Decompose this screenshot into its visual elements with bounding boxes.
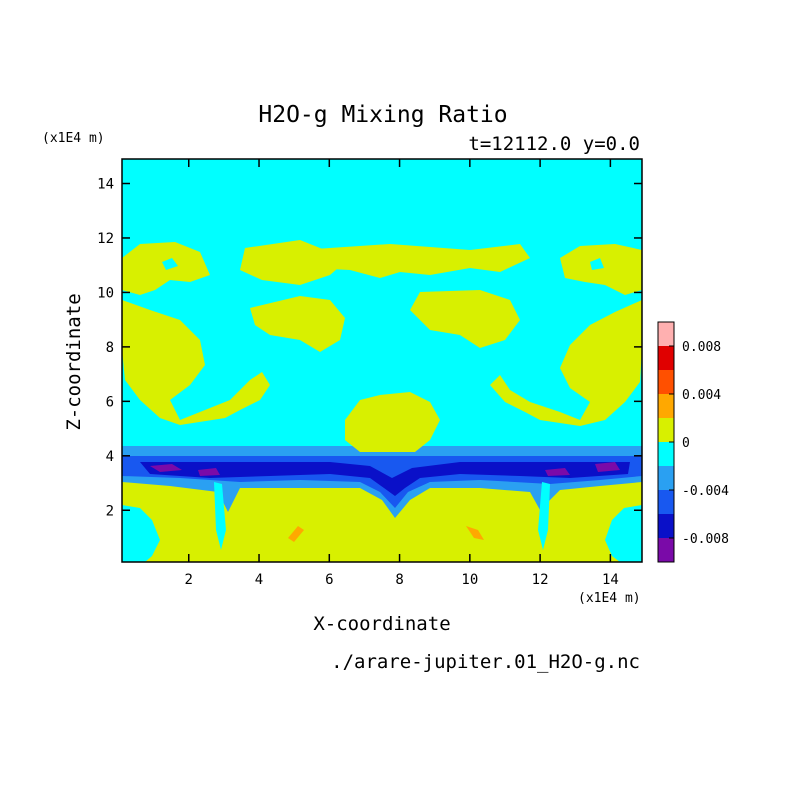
plot-frame	[121, 158, 643, 563]
colorbar-tick-label: -0.008	[682, 532, 729, 547]
colorbar: -0.008 -0.004 0 0.004 0.008	[657, 321, 729, 563]
y-tick-label: 4	[106, 449, 114, 465]
x-tick-label: 12	[532, 572, 549, 588]
x-tick-label: 2	[185, 572, 193, 588]
colorbar-segment	[658, 538, 674, 562]
y-tick-label: 6	[106, 394, 114, 410]
cloud-right-mid	[490, 300, 642, 426]
band-core-left-2	[198, 468, 220, 476]
finger-left	[214, 482, 226, 550]
x-tick-label: 10	[461, 572, 478, 588]
y-tick-label: 8	[106, 340, 114, 356]
band-core-right-1	[545, 468, 570, 476]
y-tick-label: 10	[97, 285, 114, 301]
band-core-right-2	[595, 462, 620, 472]
hole-left	[162, 258, 178, 270]
y-tick-label: 2	[106, 503, 114, 519]
y-tick-label: 14	[97, 177, 114, 193]
field-lower-layer	[122, 470, 642, 562]
spot-left	[288, 526, 304, 542]
x-unit-label: (x1E4 m)	[578, 591, 641, 606]
chart-title: H2O-g Mixing Ratio	[258, 102, 507, 128]
colorbar-segment	[658, 490, 674, 514]
colorbar-segment	[658, 418, 674, 442]
colorbar-segment	[658, 466, 674, 490]
cloud-left-mid	[122, 300, 270, 425]
colorbar-tick-label: -0.004	[682, 484, 729, 499]
colorbar-segment	[658, 442, 674, 466]
x-tick-label: 6	[325, 572, 333, 588]
x-axis-label: X-coordinate	[313, 613, 450, 635]
cloud-right-top	[560, 244, 642, 295]
band-core-left-1	[150, 464, 182, 472]
cloud-center-blob	[345, 392, 440, 452]
y-axis-label: Z-coordinate	[63, 293, 85, 430]
x-tick-label: 8	[395, 572, 403, 588]
colorbar-tick-label: 0.004	[682, 388, 721, 403]
cloud-center-top	[300, 244, 530, 278]
y-unit-label: (x1E4 m)	[42, 131, 105, 146]
colorbar-segment	[658, 394, 674, 418]
field-corner-right	[605, 505, 642, 562]
colorbar-tick-label: 0.008	[682, 340, 721, 355]
chart-subtitle: t=12112.0 y=0.0	[468, 133, 640, 155]
colorbar-tick-label: 0	[682, 436, 690, 451]
x-tick-label: 4	[255, 572, 263, 588]
axis-ticks: 2 4 6 8 10 12 14 2 4 6 8 10 12 14	[97, 159, 642, 588]
colorbar-segment	[658, 370, 674, 394]
cloud-center-right	[410, 290, 520, 348]
footer-filename: ./arare-jupiter.01_H2O-g.nc	[331, 651, 640, 673]
cloud-center-left-mid	[250, 296, 345, 352]
colorbar-segment	[658, 346, 674, 370]
field-corner-left	[122, 505, 160, 562]
colorbar-segment	[658, 514, 674, 538]
colorbar-segment	[658, 322, 674, 346]
plot-area: 2 4 6 8 10 12 14 2 4 6 8 10 12 14	[97, 158, 643, 588]
band-dark-blue	[140, 462, 630, 496]
y-tick-label: 12	[97, 231, 114, 247]
spot-right	[466, 526, 484, 540]
hole-right	[590, 258, 604, 270]
x-tick-label: 14	[602, 572, 619, 588]
finger-right	[538, 482, 550, 550]
